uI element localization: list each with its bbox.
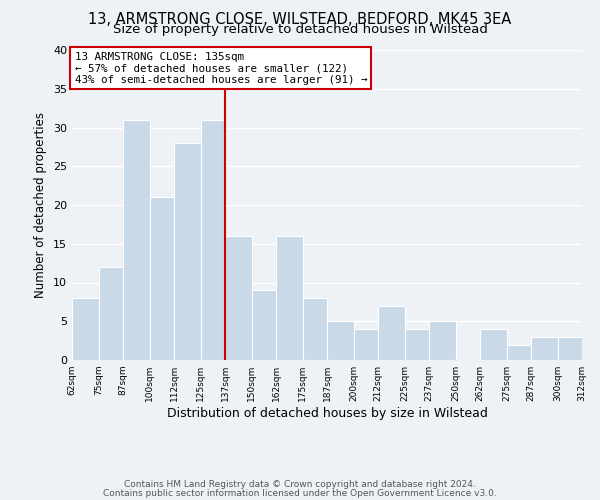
Text: 13 ARMSTRONG CLOSE: 135sqm
← 57% of detached houses are smaller (122)
43% of sem: 13 ARMSTRONG CLOSE: 135sqm ← 57% of deta… (74, 52, 367, 84)
Bar (506, 344, 531, 360)
Bar (327, 322, 353, 360)
Bar (251, 290, 276, 360)
Bar (98, 267, 123, 360)
Bar (302, 298, 327, 360)
Bar (276, 236, 302, 360)
Text: Contains HM Land Registry data © Crown copyright and database right 2024.: Contains HM Land Registry data © Crown c… (124, 480, 476, 489)
Bar (557, 337, 582, 360)
Bar (123, 120, 149, 360)
Bar (404, 329, 429, 360)
X-axis label: Distribution of detached houses by size in Wilstead: Distribution of detached houses by size … (167, 407, 487, 420)
Text: Size of property relative to detached houses in Wilstead: Size of property relative to detached ho… (113, 22, 487, 36)
Bar (174, 143, 200, 360)
Y-axis label: Number of detached properties: Number of detached properties (34, 112, 47, 298)
Bar (225, 236, 251, 360)
Bar (72, 298, 98, 360)
Bar (480, 329, 506, 360)
Bar (200, 120, 225, 360)
Text: 13, ARMSTRONG CLOSE, WILSTEAD, BEDFORD, MK45 3EA: 13, ARMSTRONG CLOSE, WILSTEAD, BEDFORD, … (88, 12, 512, 28)
Bar (378, 306, 404, 360)
Text: Contains public sector information licensed under the Open Government Licence v3: Contains public sector information licen… (103, 488, 497, 498)
Bar (149, 197, 174, 360)
Bar (429, 322, 455, 360)
Bar (531, 337, 557, 360)
Bar (353, 329, 378, 360)
